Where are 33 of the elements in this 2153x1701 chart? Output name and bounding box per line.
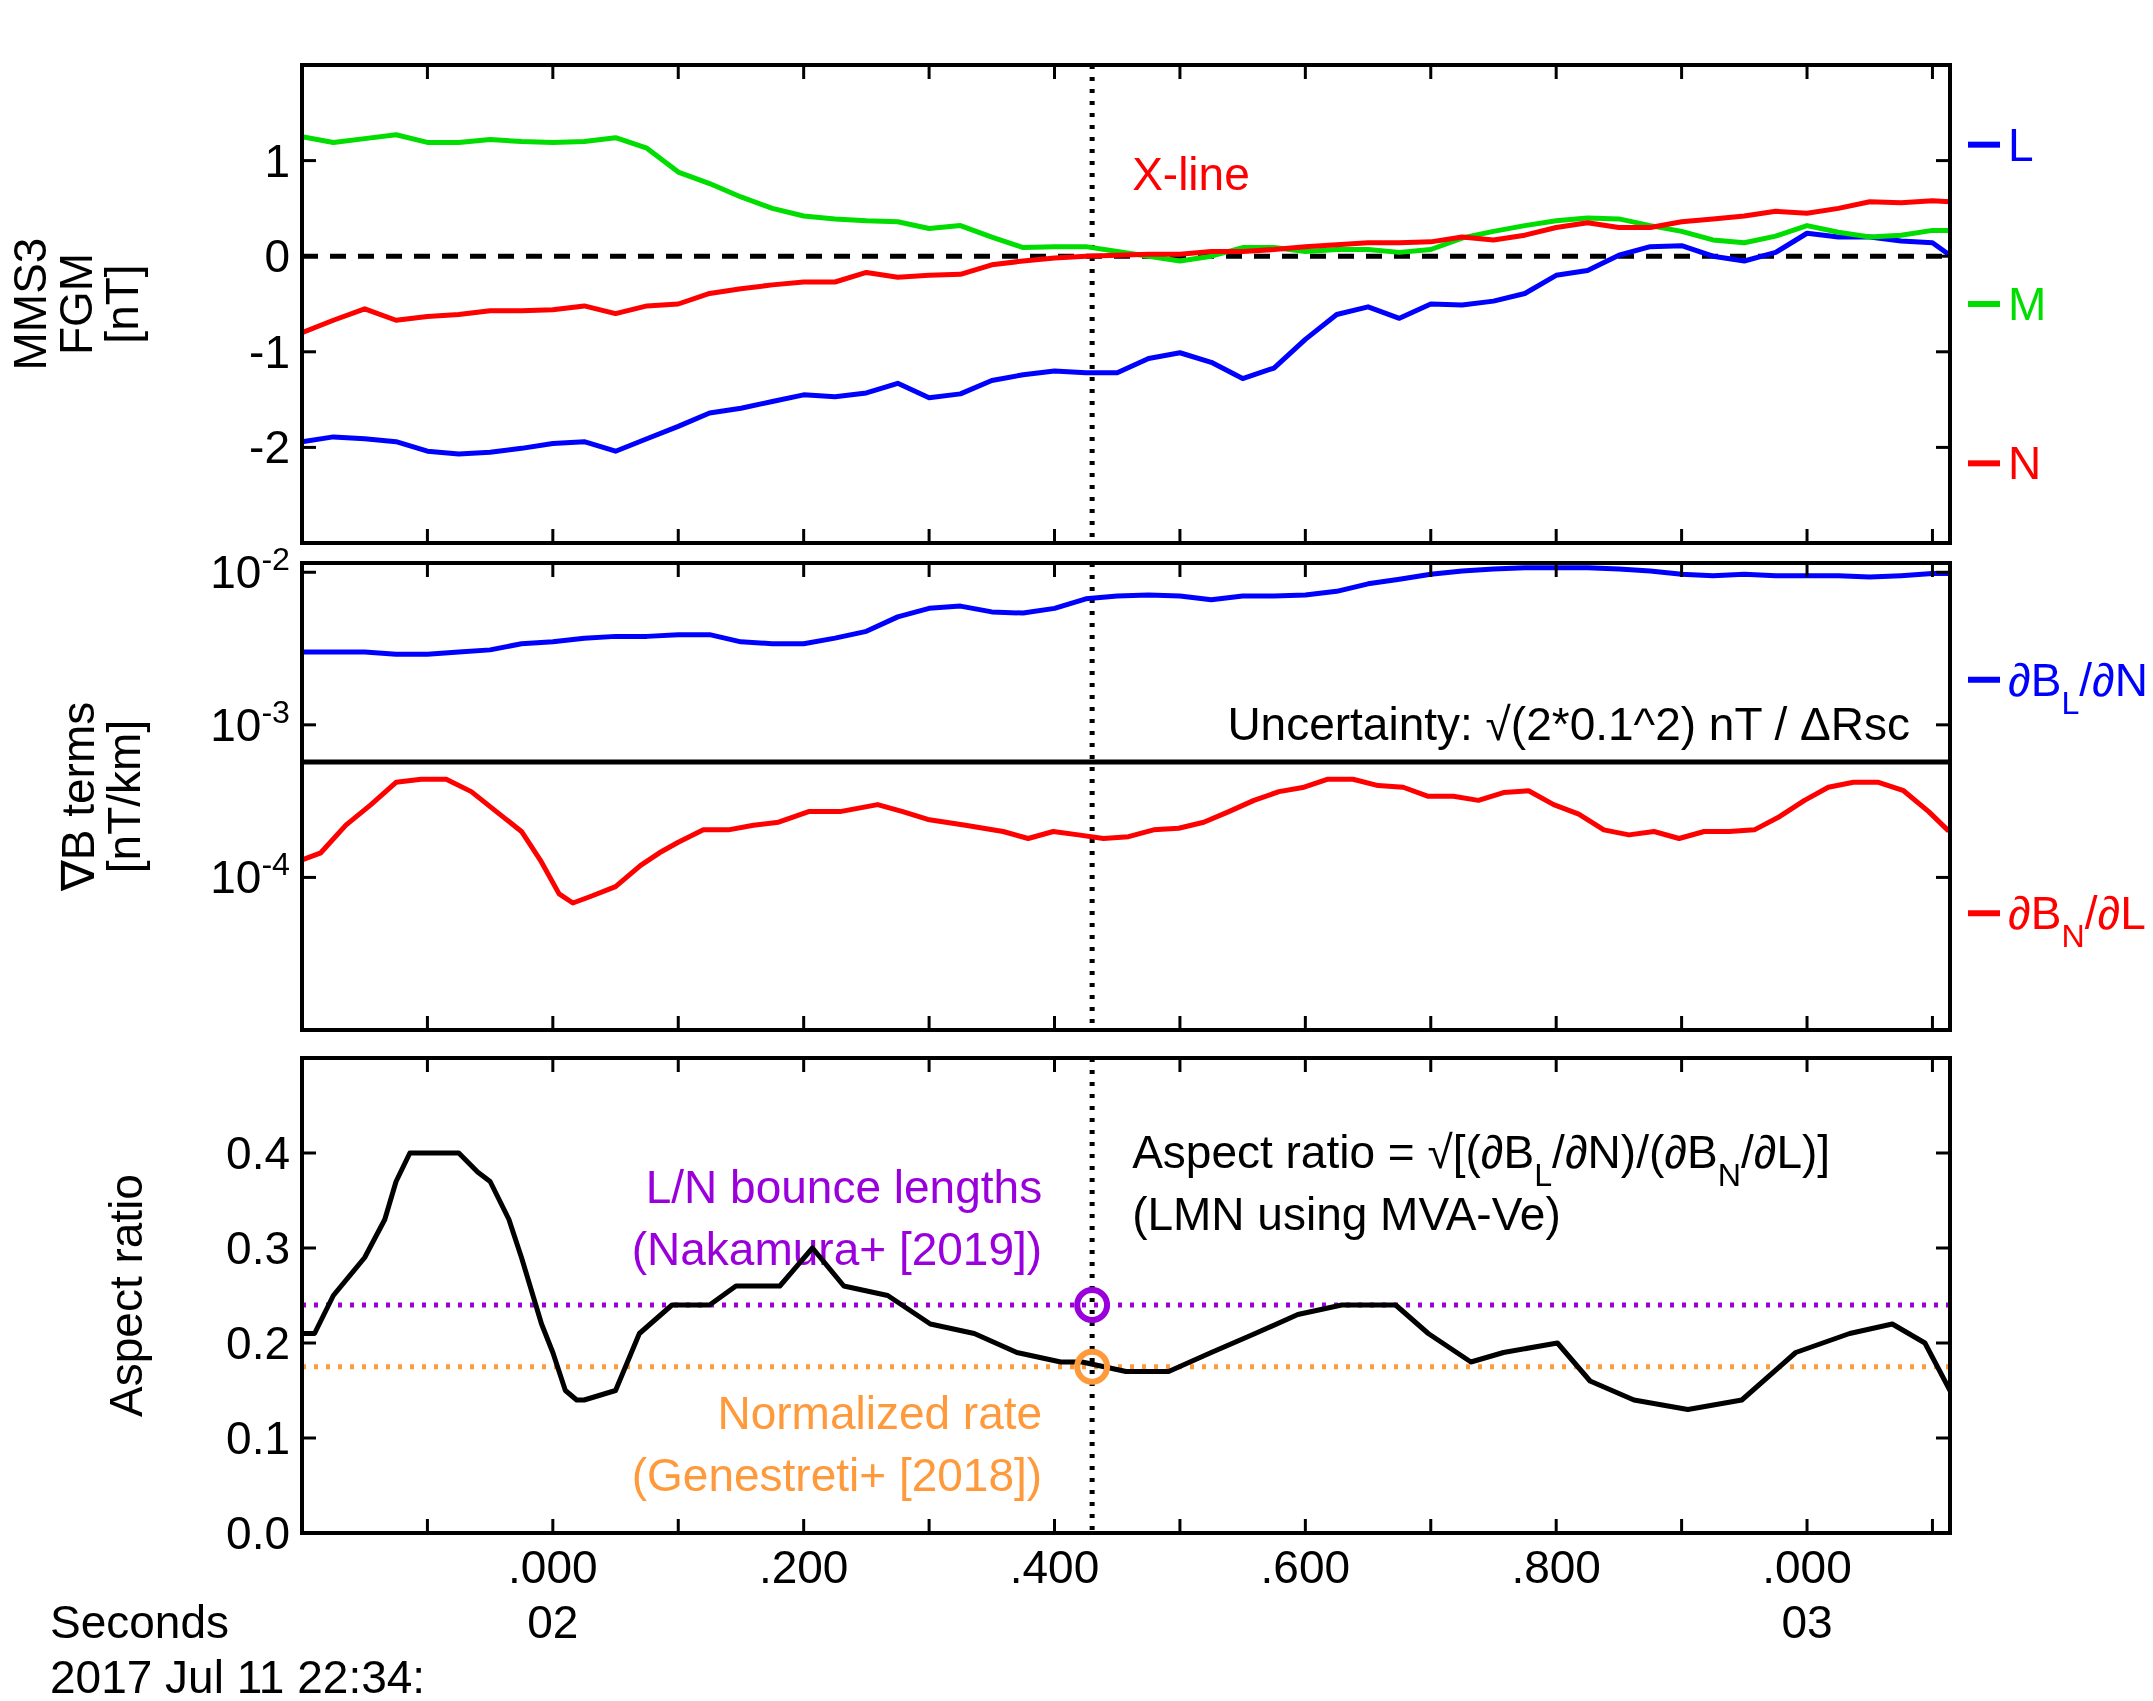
y-tick-label: 0.4 [226,1127,290,1179]
y-tick-label: 10$^{-4}$ [210,846,290,904]
y-axis-title: Aspect ratio [100,1174,152,1417]
y-tick-label: -1 [249,325,290,378]
legend-label: N [2008,437,2042,490]
y-tick-label: 0.3 [226,1222,290,1274]
ref-line-label: L/N bounce lengths (Nakamura+ [2019]) [631,1161,1043,1275]
text: Aspect ratio = √[(∂B$_{L}$/∂N)/(∂B$_{N}$/∂L)] (LMN using MVA-Ve) [1132,1126,1831,1240]
x-tick-label: .000 03 [1762,1541,1852,1648]
legend-label: M [2008,278,2047,330]
y-tick-label: 0 [264,230,290,283]
legend-label: L [2008,118,2034,171]
y-tick-label: -2 [249,421,290,474]
text: 2017 Jul 11 22:34: [50,1651,426,1701]
y-tick-label: 0.2 [226,1317,290,1369]
legend-label: ∂B$_{L}$/∂N [2008,653,2149,721]
ref-line-label: Normalized rate (Genestreti+ [2018]) [631,1386,1043,1501]
x-tick-label: .200 [758,1541,849,1593]
x-tick-label: .800 [1511,1541,1601,1593]
y-tick-label: 10$^{-3}$ [210,693,290,751]
y-tick-label: 10$^{-2}$ [210,541,290,599]
y-axis-title: MMS3 FGM [nT] [4,237,148,371]
x-tick-label: .000 02 [508,1541,598,1648]
y-tick-label: 0.1 [226,1412,290,1464]
ref-line-label: X-line [1132,148,1250,200]
x-tick-label: .600 [1260,1541,1351,1593]
ref-line-label: Uncertainty: √(2*0.1^2) nT / ΔRsc [1227,698,1910,751]
y-tick-label: 0.0 [226,1507,290,1559]
y-tick-label: 1 [264,134,290,187]
legend-label: ∂B$_{N}$/∂L [2008,887,2146,955]
x-tick-label: .400 [1009,1541,1100,1593]
x-axis-title: Seconds [50,1596,230,1648]
y-axis-title: ∇B terms [nT/km] [52,701,150,893]
